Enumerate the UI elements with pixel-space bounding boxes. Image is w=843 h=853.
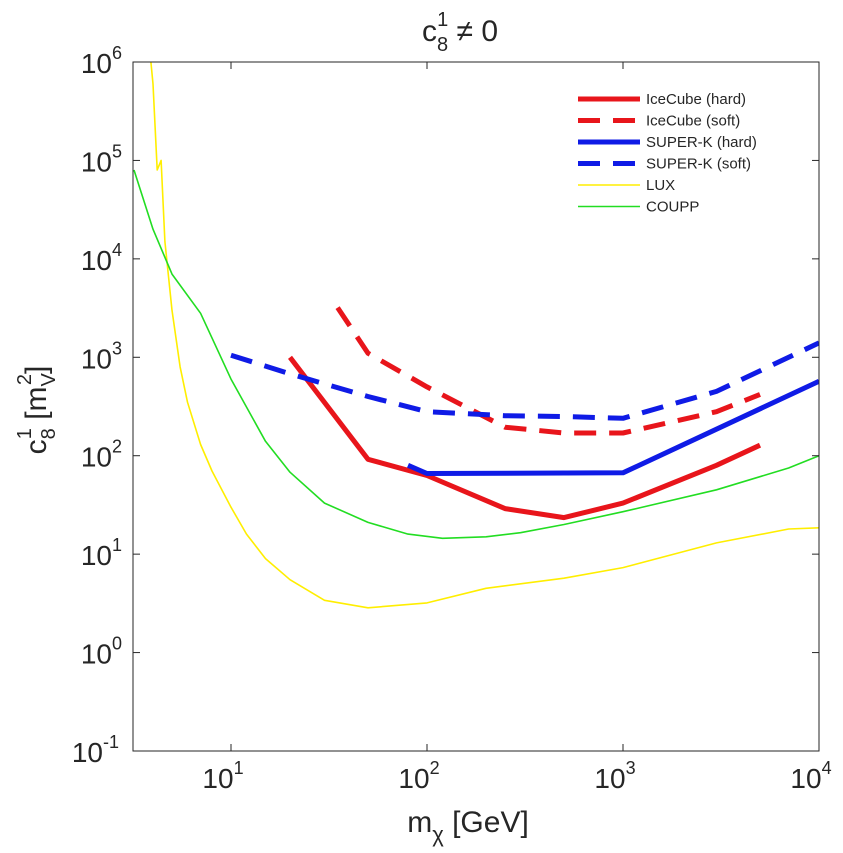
y-tick-label-exp: 5: [112, 141, 122, 161]
legend-label: IceCube (hard): [646, 91, 746, 108]
y-tick-label-exp: 4: [112, 240, 122, 260]
legend-label: SUPER-K (soft): [646, 156, 751, 173]
chart-title-rest: ≠ 0: [448, 15, 498, 48]
y-tick-label: 10: [81, 146, 112, 177]
y-tick-label: 10: [81, 540, 112, 571]
legend-label: IceCube (soft): [646, 113, 740, 130]
ticks-layer: [133, 61, 820, 752]
y-axis-label-sub2: V: [38, 372, 60, 386]
y-axis-label-sub: 8: [38, 428, 60, 439]
legend-label: SUPER-K (hard): [646, 134, 757, 151]
y-tick-label: 10: [72, 737, 103, 768]
series-line-lux: [150, 62, 819, 609]
plot-frame: [132, 61, 820, 752]
legend-label: COUPP: [646, 199, 699, 216]
chart-title-sub: 8: [437, 34, 448, 56]
y-tick-label: 10: [81, 245, 112, 276]
y-tick-label-exp: 1: [112, 535, 122, 555]
x-tick-label: 104: [790, 758, 831, 794]
series-line-icecube-hard: [288, 355, 762, 521]
y-tick-label-exp: 0: [112, 634, 122, 654]
legend-label: LUX: [646, 177, 675, 194]
x-axis-label-rest: [GeV]: [444, 806, 529, 839]
y-tick-label: 10: [81, 48, 112, 79]
y-tick-label-exp: 3: [112, 338, 122, 358]
x-axis-label: mχ [GeV]: [407, 806, 529, 847]
y-tick-label-exp: 2: [112, 437, 122, 457]
y-tick-label: 10: [81, 639, 112, 670]
x-tick-label: 101: [202, 758, 243, 794]
y-axis-label-sup2: 2: [14, 374, 36, 385]
y-axis-label-sup: 1: [14, 428, 36, 439]
x-axis-label-sub: χ: [432, 822, 444, 847]
y-axis-label: c81 [mV2]: [14, 366, 60, 455]
legend: IceCube (hard) IceCube (soft) SUPER-K (har…: [578, 91, 757, 216]
chart-title: c81 ≠ 0: [422, 9, 498, 56]
x-tick-label: 102: [398, 758, 439, 794]
y-tick-label-exp: 6: [112, 43, 122, 63]
y-tick-label-exp: -1: [103, 732, 119, 752]
series-layer: [133, 62, 819, 609]
y-tick-label: 10: [81, 442, 112, 473]
series-line-super-k-soft: [230, 340, 819, 421]
y-tick-label: 10: [81, 343, 112, 374]
chart-title-sup: 1: [437, 9, 448, 31]
x-tick-label: 103: [594, 758, 635, 794]
series-line-coupp: [133, 169, 819, 540]
series-line-super-k-hard: [407, 379, 819, 476]
